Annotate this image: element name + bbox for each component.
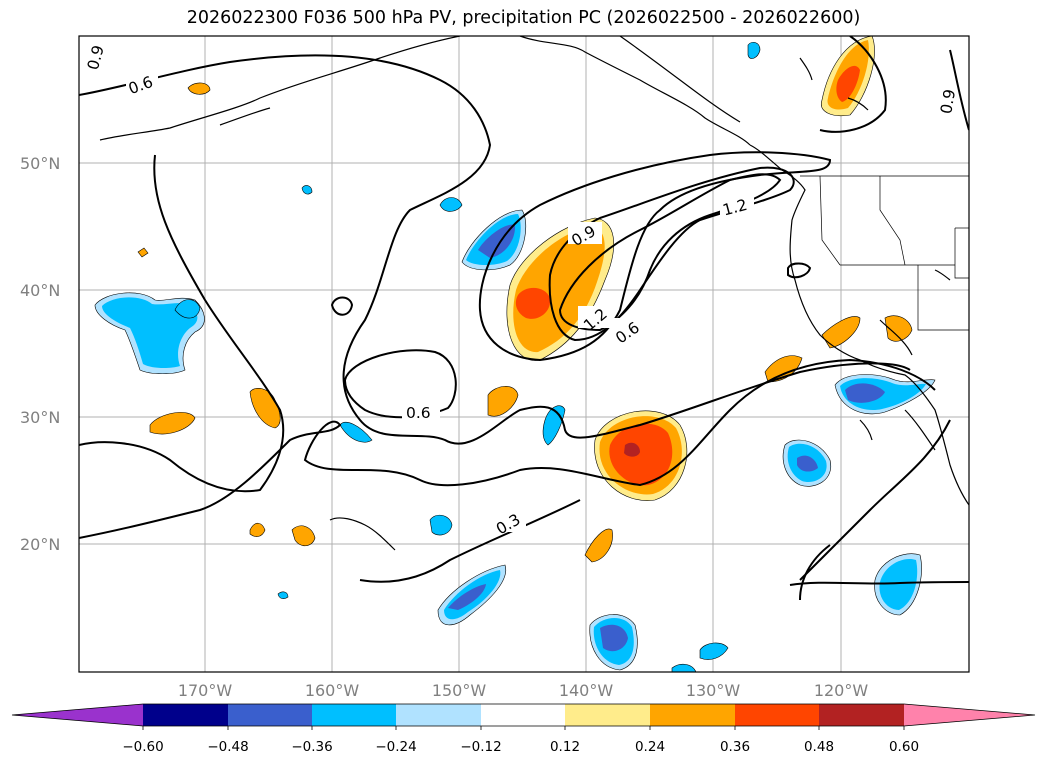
pv-contour-0.3 [79,358,936,539]
colorbar [11,703,1036,730]
longitude-labels: 170°W 160°W 150°W 140°W 130°W 120°W [178,681,869,700]
colorbar-tick-label: 0.12 [550,739,580,755]
colorbar-tick-label: −0.12 [460,739,501,755]
lon-label-140w: 140°W [559,681,614,700]
colorbar-segment [143,704,228,726]
colorbar-extend-max [904,704,1035,726]
colorbar-extend-min [12,704,143,726]
pv-contour-0.6-east [478,151,832,362]
colorbar-segment [312,704,396,726]
lon-label-120w: 120°W [814,681,869,700]
colorbar-tick-label: 0.48 [804,739,834,755]
colorbar-tick-label: 0.24 [635,739,665,755]
colorbar-segment [228,704,312,726]
pv-contour-east-0.3 [799,544,831,601]
colorbar-tick-label: −0.36 [291,739,332,755]
pv-contour-0.6-west [79,154,285,493]
pv-contour-small [330,296,354,316]
contour-label: 0.9 [937,88,959,115]
pv-contour-0.9-northeast [819,36,887,133]
colorbar-segment [819,704,904,726]
colorbar-segment [565,704,650,726]
pv-contour-southeast [789,581,969,586]
latitude-labels: 50°N 40°N 30°N 20°N [20,154,60,554]
pv-contour-0.6-main [79,54,911,445]
pv-contour-small-2 [787,262,812,279]
map-frame [78,35,970,673]
colorbar-tick-labels: −0.60 −0.48 −0.36 −0.24 −0.12 0.12 0.24 … [122,739,919,755]
contour-label: 0.9 [84,43,108,71]
colorbar-tick-label: 0.60 [889,739,919,755]
colorbar-tick-label: −0.48 [207,739,248,755]
lon-label-160w: 160°W [305,681,360,700]
lat-label-30n: 30°N [20,408,60,427]
colorbar-tick-label: 0.36 [720,739,750,755]
pv-contour-0.6-ring [343,349,457,419]
colorbar-segment [735,704,819,726]
contour-label: 0.6 [406,404,431,422]
contour-label: 1.2 [721,196,749,220]
pv-contour-0.9-east [949,49,969,131]
chart-title: 2026022300 F036 500 hPa PV, precipitatio… [186,8,861,28]
pv-contour-south-low [359,499,581,583]
lon-label-130w: 130°W [686,681,741,700]
lat-label-40n: 40°N [20,281,60,300]
pv-contour-0.3-south [799,419,951,581]
colorbar-tick-label: −0.60 [122,739,163,755]
lat-label-50n: 50°N [20,154,60,173]
colorbar-segment [650,704,735,726]
colorbar-tick-label: −0.24 [375,739,416,755]
lon-label-170w: 170°W [178,681,233,700]
lat-label-20n: 20°N [20,535,60,554]
political-borders [800,175,969,331]
colorbar-segment [396,704,481,726]
gridlines [79,36,969,672]
lon-label-150w: 150°W [432,681,487,700]
coastlines [99,36,969,551]
colorbar-segment [481,704,565,726]
